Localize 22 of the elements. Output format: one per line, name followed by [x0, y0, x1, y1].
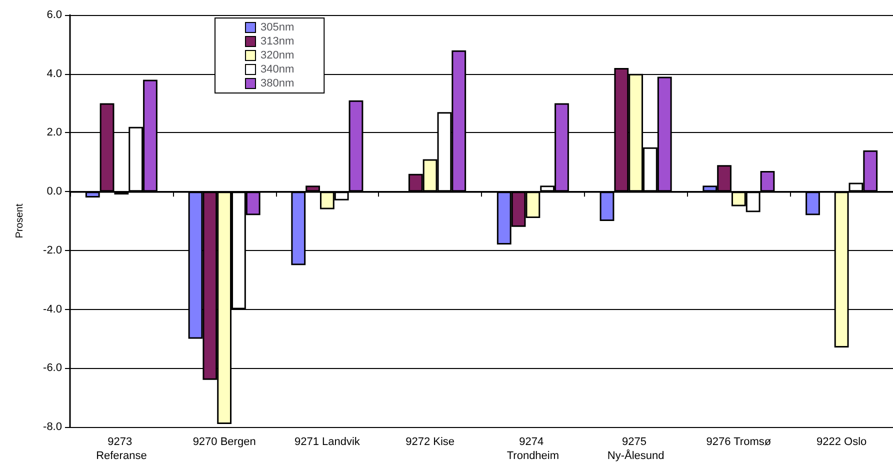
x-tick-label: 9271 Landvik [294, 436, 360, 448]
x-tick-label: 9276 Tromsø [706, 436, 772, 448]
legend-label: 320nm [260, 50, 294, 62]
legend-label: 305nm [260, 22, 294, 34]
y-tick-label: -4.0 [43, 303, 62, 316]
legend-label: 380nm [260, 78, 294, 90]
x-tick-label: 9270 Bergen [192, 436, 256, 448]
y-tick-label: -2.0 [43, 244, 62, 256]
x-tick-label: 9275 Ny-Ålesund [607, 436, 664, 462]
y-tick-label: 2.0 [46, 126, 62, 139]
y-tick-label: 0.0 [46, 186, 62, 198]
y-tick-label: 6.0 [46, 9, 62, 21]
y-tick-label: 4.0 [46, 68, 62, 80]
legend-label: 340nm [260, 64, 294, 76]
x-tick-label: 9272 Kise [406, 436, 455, 448]
x-tick-label: 9222 Oslo [816, 436, 867, 448]
x-tick-label: 9274 Trondheim [506, 436, 560, 462]
y-axis-title: Prosent [14, 204, 26, 238]
y-tick-label: -6.0 [43, 362, 62, 374]
x-tick-label: 9273 Referanse [96, 436, 147, 462]
y-tick-label: -8.0 [43, 421, 62, 433]
legend-label: 313nm [260, 36, 294, 48]
